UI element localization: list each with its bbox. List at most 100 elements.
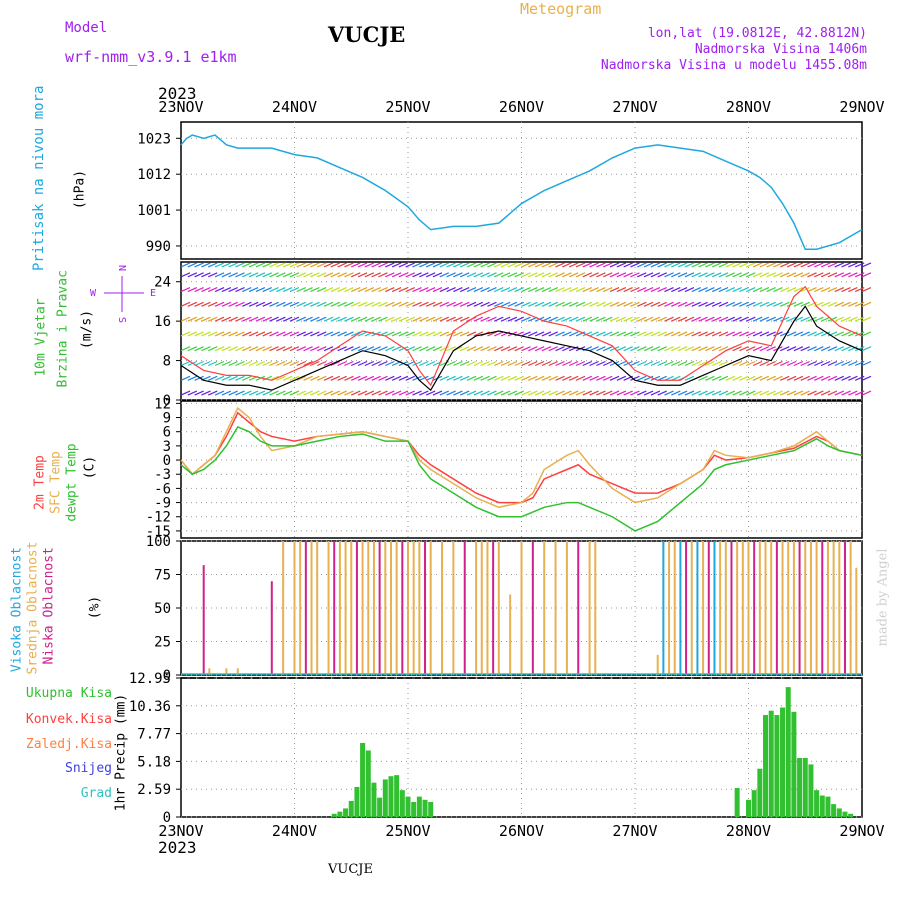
wind-barb [684, 346, 695, 352]
wind-barb [385, 331, 395, 337]
wind-barb [364, 262, 375, 268]
wind-barb [691, 390, 701, 396]
wind-barb [466, 287, 477, 293]
wind-barb [616, 316, 627, 322]
compass-east: E [150, 288, 156, 299]
wind-barb [398, 375, 409, 381]
wind-barb [303, 262, 313, 268]
wind-barb [575, 331, 586, 337]
wind-barb [650, 301, 661, 307]
wind-barb [364, 272, 375, 278]
wind-barb [780, 390, 790, 396]
wind-barb [235, 360, 245, 367]
wind-barb [657, 375, 667, 381]
wind-barb [310, 287, 320, 293]
wind-barb [337, 360, 347, 367]
wind-barb [820, 375, 831, 381]
wind-barb [276, 272, 286, 278]
wind-barb [630, 262, 640, 268]
wind-barb [623, 331, 633, 337]
wind-barb [385, 262, 395, 268]
wind-barb [187, 287, 198, 293]
wind-barb [432, 262, 443, 268]
wind-barb [473, 301, 484, 307]
wind-barb [242, 272, 252, 278]
wind-barb [180, 262, 191, 268]
wind-barb [671, 360, 681, 367]
wind-barb [453, 390, 463, 396]
wind-barb [609, 287, 620, 293]
wind-barb [453, 360, 463, 367]
wind-barb [405, 272, 415, 278]
wind-barb [568, 390, 579, 396]
wind-barb [378, 272, 388, 278]
precip-bar [388, 776, 394, 817]
wind-barb [800, 331, 810, 337]
wind-barb [357, 390, 368, 396]
wind-barb [473, 390, 484, 396]
wind-barb [507, 375, 518, 381]
wind-barb [187, 262, 198, 268]
wind-barb [507, 287, 518, 293]
wind-barb [602, 272, 613, 278]
wind-barb [773, 272, 783, 278]
wind-barb [691, 301, 701, 307]
wind-barb [310, 346, 320, 352]
wind-barb [602, 301, 613, 307]
wind-barb [214, 331, 225, 337]
wind-barb [745, 375, 756, 381]
wind-barb [514, 390, 524, 396]
wind-barb [221, 262, 232, 268]
temp-tick-label: -3 [154, 467, 171, 483]
wind-barb [255, 360, 266, 367]
wind-barb [718, 375, 729, 381]
wind-barb [494, 360, 504, 367]
wind-barb [854, 390, 865, 396]
cloud-tick-label: 0 [163, 668, 171, 684]
wind-barb [841, 301, 851, 307]
wind-barb [214, 301, 225, 307]
precip-tick-label: 7.77 [137, 727, 171, 743]
wind-barb [500, 375, 511, 381]
wind-barb [446, 287, 456, 293]
wind-barb [800, 346, 810, 352]
precip-bar [428, 801, 434, 817]
wind-barb [705, 272, 715, 278]
wind-barb [575, 390, 586, 396]
wind-barb [562, 346, 572, 352]
temp-dewpt-line [180, 426, 863, 532]
wind-barb [671, 331, 681, 337]
wind-barb [745, 331, 756, 337]
wind-barb [500, 301, 511, 307]
wind-barb [378, 287, 388, 293]
wind-barb [500, 262, 511, 268]
wind-barb [623, 262, 633, 268]
wind-barb [364, 287, 375, 293]
wind-barb [589, 390, 599, 396]
precip-bar [780, 707, 786, 817]
year-top-label: 2023 [158, 84, 197, 103]
wind-barb [780, 375, 790, 381]
wind-barb [630, 360, 640, 367]
wind-barb [371, 272, 381, 278]
wind-barb [310, 331, 320, 337]
wind-barb [834, 346, 845, 352]
wind-barb [820, 287, 831, 293]
wind-barb [739, 316, 749, 322]
precip-bar [774, 715, 780, 817]
meteogram-label: Meteogram [520, 0, 602, 18]
wind-barb [548, 331, 558, 337]
wind-barb [351, 346, 361, 352]
wind-barb [671, 346, 681, 352]
wind-barb [609, 301, 620, 307]
wind-barb [643, 272, 654, 278]
wind-barb [201, 390, 211, 396]
wind-barb [623, 346, 633, 352]
wind-barb [500, 272, 511, 278]
wind-barb [759, 375, 770, 381]
time-tick-top: 27NOV [612, 98, 657, 116]
wind-barb [616, 301, 627, 307]
wind-barb [521, 262, 531, 268]
wind-barb [861, 346, 872, 352]
legend-ukupna-kisa: Ukupna Kisa [25, 686, 112, 701]
